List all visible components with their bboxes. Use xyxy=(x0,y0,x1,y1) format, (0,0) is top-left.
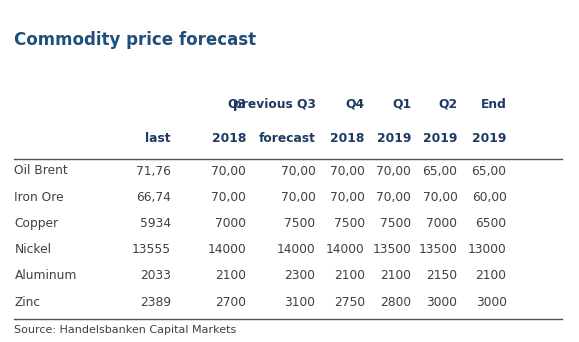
Text: 2100: 2100 xyxy=(475,269,507,282)
Text: 13500: 13500 xyxy=(372,243,411,256)
Text: previous Q3: previous Q3 xyxy=(233,98,316,111)
Text: 3000: 3000 xyxy=(426,296,457,309)
Text: 14000: 14000 xyxy=(277,243,316,256)
Text: Source: Handelsbanken Capital Markets: Source: Handelsbanken Capital Markets xyxy=(14,325,237,335)
Text: 7000: 7000 xyxy=(215,217,246,230)
Text: Zinc: Zinc xyxy=(14,296,41,309)
Text: 2019: 2019 xyxy=(377,132,411,145)
Text: 70,00: 70,00 xyxy=(330,191,365,204)
Text: 2100: 2100 xyxy=(334,269,365,282)
Text: 70,00: 70,00 xyxy=(281,191,316,204)
Text: 70,00: 70,00 xyxy=(423,191,457,204)
Text: 2100: 2100 xyxy=(380,269,411,282)
Text: 70,00: 70,00 xyxy=(376,191,411,204)
Text: Nickel: Nickel xyxy=(14,243,52,256)
Text: 14000: 14000 xyxy=(326,243,365,256)
Text: 2800: 2800 xyxy=(380,296,411,309)
Text: 6500: 6500 xyxy=(475,217,507,230)
Text: Commodity price forecast: Commodity price forecast xyxy=(14,31,256,49)
Text: 2018: 2018 xyxy=(331,132,365,145)
Text: 13000: 13000 xyxy=(468,243,507,256)
Text: Q3: Q3 xyxy=(227,98,246,111)
Text: 2750: 2750 xyxy=(334,296,365,309)
Text: 7500: 7500 xyxy=(334,217,365,230)
Text: 7500: 7500 xyxy=(380,217,411,230)
Text: Copper: Copper xyxy=(14,217,58,230)
Text: 65,00: 65,00 xyxy=(423,165,457,177)
Text: 70,00: 70,00 xyxy=(211,165,246,177)
Text: 2019: 2019 xyxy=(472,132,507,145)
Text: 2150: 2150 xyxy=(426,269,457,282)
Text: forecast: forecast xyxy=(259,132,316,145)
Text: 7500: 7500 xyxy=(284,217,316,230)
Text: Q4: Q4 xyxy=(346,98,365,111)
Text: 7000: 7000 xyxy=(426,217,457,230)
Text: 70,00: 70,00 xyxy=(281,165,316,177)
Text: 2300: 2300 xyxy=(284,269,316,282)
Text: Oil Brent: Oil Brent xyxy=(14,165,68,177)
Text: 2100: 2100 xyxy=(215,269,246,282)
Text: last: last xyxy=(145,132,171,145)
Text: 2018: 2018 xyxy=(212,132,246,145)
Text: Iron Ore: Iron Ore xyxy=(14,191,64,204)
Text: 3100: 3100 xyxy=(284,296,316,309)
Text: End: End xyxy=(481,98,507,111)
Text: 66,74: 66,74 xyxy=(136,191,171,204)
Text: 13555: 13555 xyxy=(131,243,171,256)
Text: 71,76: 71,76 xyxy=(136,165,171,177)
Text: 2033: 2033 xyxy=(140,269,171,282)
Text: 13500: 13500 xyxy=(419,243,457,256)
Text: 2019: 2019 xyxy=(423,132,457,145)
Text: 14000: 14000 xyxy=(207,243,246,256)
Text: 2389: 2389 xyxy=(140,296,171,309)
Text: Q2: Q2 xyxy=(438,98,457,111)
Text: 70,00: 70,00 xyxy=(330,165,365,177)
Text: 60,00: 60,00 xyxy=(472,191,507,204)
Text: 5934: 5934 xyxy=(140,217,171,230)
Text: 3000: 3000 xyxy=(475,296,507,309)
Text: Q1: Q1 xyxy=(392,98,411,111)
Text: 70,00: 70,00 xyxy=(376,165,411,177)
Text: Aluminum: Aluminum xyxy=(14,269,77,282)
Text: 65,00: 65,00 xyxy=(472,165,507,177)
Text: 70,00: 70,00 xyxy=(211,191,246,204)
Text: 2700: 2700 xyxy=(215,296,246,309)
